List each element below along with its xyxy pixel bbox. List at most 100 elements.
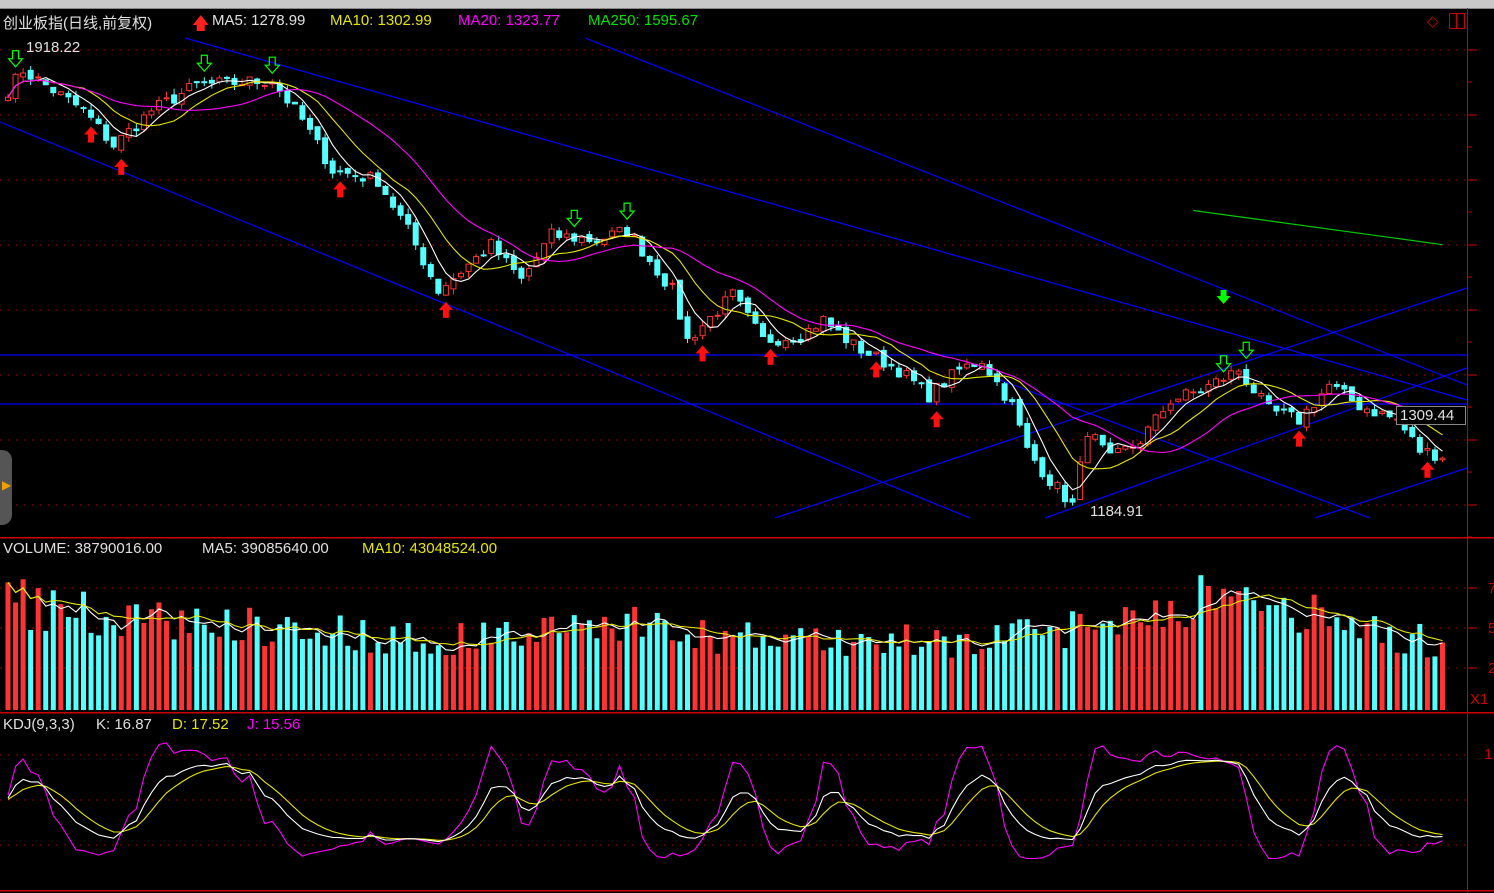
candle [744,297,751,313]
up-arrow-icon: 🡅 [192,14,210,33]
volume-bar [367,652,373,710]
volume-bar [1145,625,1151,710]
candle [458,272,464,278]
volume-bar [556,633,562,710]
buy-signal-arrow-icon [438,301,453,318]
volume-bar [216,636,222,710]
candle [578,236,585,243]
volume-bar [745,622,751,710]
volume-bar [88,632,94,710]
candle [956,366,963,370]
panel-divider [0,712,1494,714]
diamond-icon[interactable]: ◇ [1427,13,1439,30]
candle [722,296,729,315]
volume-axis-tick: 7 [1488,580,1494,597]
volume-bar [685,634,690,710]
volume-bar [148,609,154,710]
candle [1092,434,1099,440]
volume-bar [307,638,313,710]
candle [1084,436,1091,464]
candle [412,222,419,246]
volume-bar [1024,619,1030,710]
volume-bar [888,633,894,710]
volume-bar [511,641,517,710]
candle [133,128,140,132]
candle [261,84,268,87]
kdj-d-value: D: 17.52 [172,716,229,733]
candle [1333,384,1340,387]
candle [208,79,215,84]
candle [480,254,487,257]
volume-bar [805,635,811,710]
candle [1250,384,1257,394]
candle [639,236,646,257]
candle [50,86,57,94]
candle [156,99,162,111]
candle [1182,389,1189,401]
volume-bar [1107,620,1113,710]
volume-bar [1138,622,1143,710]
kdj-name: KDJ(9,3,3) [3,716,75,733]
candle [405,214,412,225]
volume-bar [1032,628,1038,710]
volume-bar [1130,610,1136,710]
candle [963,363,970,369]
volume-bar [1432,656,1438,710]
candle [926,379,933,403]
buy-signal-arrow-icon [1292,430,1307,447]
sell-signal-arrow-icon [618,202,636,221]
candle [1379,411,1386,415]
volume-bar [186,633,192,710]
candle [563,233,570,238]
volume-bar [232,640,237,710]
sell-signal-arrow-icon [1237,341,1255,360]
candle [676,279,683,320]
candle [488,239,495,254]
candle [299,105,306,120]
candle [307,117,313,130]
volume-bar [760,636,766,710]
candle [35,76,42,79]
volume-bar [224,609,230,710]
candle [337,170,344,173]
volume-bar [783,634,789,710]
volume-bar [624,613,630,710]
volume-bar [20,579,26,710]
volume-bar [1070,611,1076,710]
trend-line [184,37,1468,401]
candle [895,367,902,378]
candle [556,230,563,238]
candle [1431,449,1438,461]
candle [518,267,525,279]
candle [291,101,298,105]
candle [5,96,11,101]
volume-bar [1054,627,1060,710]
volume-bar [1077,613,1083,710]
candle [699,325,706,337]
volume-bar [428,653,434,710]
sidebar-expand-handle[interactable]: ▶ [0,450,12,525]
candle [125,128,132,138]
volume-bar [722,630,728,710]
low-price-label: 1184.91 [1090,503,1144,520]
volume-bar [526,633,532,710]
candle [1167,403,1174,411]
buy-signal-arrow-icon [84,126,99,143]
layout-toggle-icon[interactable] [1449,13,1465,29]
candle [1107,442,1114,454]
sell-signal-arrow-icon [195,54,213,73]
candle [284,90,291,104]
candle [420,247,427,266]
candle [767,334,774,343]
volume-bar [1100,623,1106,710]
candle [1062,484,1068,503]
candle [654,259,661,276]
volume-bar [398,642,404,710]
volume-bar [1062,648,1068,710]
volume-bar [639,636,645,710]
volume-bar [435,645,441,710]
volume-bar [730,635,736,710]
candle [344,168,351,174]
sell-signal-arrow-icon [7,50,24,68]
